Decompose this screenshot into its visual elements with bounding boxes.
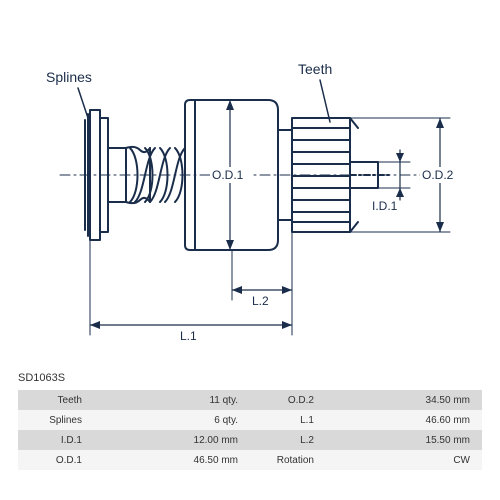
splines-label: Splines <box>46 69 92 85</box>
id1-label: I.D.1 <box>372 199 398 213</box>
spec-label: L.1 <box>250 410 320 430</box>
l2-label: L.2 <box>252 294 269 308</box>
table-row: O.D.1 46.50 mm Rotation CW <box>18 450 482 470</box>
spec-value: 11 qty. <box>88 390 250 410</box>
technical-diagram: Splines Teeth O.D.1 I.D.1 O.D.2 L.2 <box>0 0 500 390</box>
spec-value: 46.60 mm <box>320 410 482 430</box>
spec-label: O.D.2 <box>250 390 320 410</box>
table-row: Splines 6 qty. L.1 46.60 mm <box>18 410 482 430</box>
od2-label: O.D.2 <box>422 168 454 182</box>
od1-label: O.D.1 <box>212 168 244 182</box>
spec-label: L.2 <box>250 430 320 450</box>
spec-value: 6 qty. <box>88 410 250 430</box>
spec-label: I.D.1 <box>18 430 88 450</box>
table-row: I.D.1 12.00 mm L.2 15.50 mm <box>18 430 482 450</box>
spec-label: O.D.1 <box>18 450 88 470</box>
spec-value: 12.00 mm <box>88 430 250 450</box>
teeth-label: Teeth <box>298 61 332 77</box>
spec-value: 34.50 mm <box>320 390 482 410</box>
table-row: Teeth 11 qty. O.D.2 34.50 mm <box>18 390 482 410</box>
spec-value: CW <box>320 450 482 470</box>
spec-label: Splines <box>18 410 88 430</box>
spec-value: 46.50 mm <box>88 450 250 470</box>
part-number: SD1063S <box>18 372 65 384</box>
spec-value: 15.50 mm <box>320 430 482 450</box>
spec-label: Rotation <box>250 450 320 470</box>
spec-label: Teeth <box>18 390 88 410</box>
l1-label: L.1 <box>180 329 197 343</box>
spec-table: Teeth 11 qty. O.D.2 34.50 mm Splines 6 q… <box>18 390 482 470</box>
